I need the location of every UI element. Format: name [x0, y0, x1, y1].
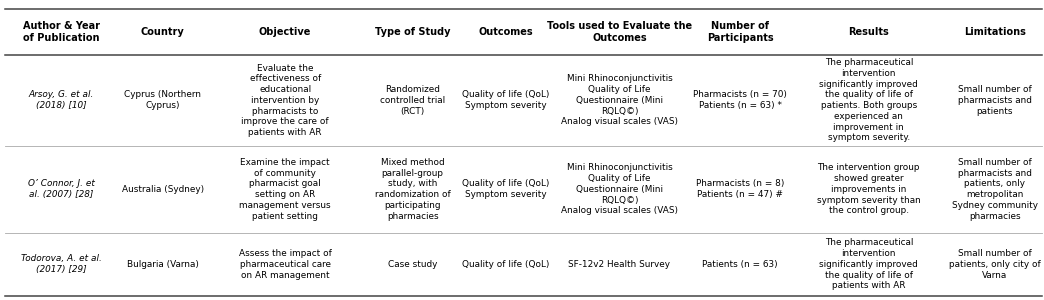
Text: Type of Study: Type of Study: [375, 27, 450, 37]
Text: Country: Country: [141, 27, 185, 37]
Text: Quality of life (QoL): Quality of life (QoL): [462, 260, 549, 269]
Text: Patients (n = 63): Patients (n = 63): [703, 260, 778, 269]
Text: O’ Connor, J. et
al. (2007) [28]: O’ Connor, J. et al. (2007) [28]: [28, 179, 95, 199]
Text: Outcomes: Outcomes: [478, 27, 533, 37]
Text: The intervention group
showed greater
improvements in
symptom severity than
the : The intervention group showed greater im…: [816, 164, 921, 215]
Text: Evaluate the
effectiveness of
educational
intervention by
pharmacists to
improve: Evaluate the effectiveness of educationa…: [241, 64, 329, 137]
Text: Mixed method
parallel-group
study, with
randomization of
participating
pharmacie: Mixed method parallel-group study, with …: [375, 158, 451, 221]
Text: Examine the impact
of community
pharmacist goal
setting on AR
management versus
: Examine the impact of community pharmaci…: [239, 158, 331, 221]
Text: Objective: Objective: [259, 27, 311, 37]
Text: The pharmaceutical
intervention
significantly improved
the quality of life of
pa: The pharmaceutical intervention signific…: [820, 238, 918, 290]
Text: Case study: Case study: [388, 260, 437, 269]
Text: Quality of life (QoL)
Symptom severity: Quality of life (QoL) Symptom severity: [462, 179, 549, 199]
Text: Mini Rhinoconjunctivitis
Quality of Life
Questionnaire (Mini
RQLQ©)
Analog visua: Mini Rhinoconjunctivitis Quality of Life…: [561, 74, 678, 126]
Text: Small number of
pharmacists and
patients: Small number of pharmacists and patients: [957, 85, 1031, 116]
Text: Cyprus (Northern
Cyprus): Cyprus (Northern Cyprus): [124, 90, 201, 110]
Text: Quality of life (QoL)
Symptom severity: Quality of life (QoL) Symptom severity: [462, 90, 549, 110]
Text: Bulgaria (Varna): Bulgaria (Varna): [127, 260, 198, 269]
Text: SF-12v2 Health Survey: SF-12v2 Health Survey: [569, 260, 670, 269]
Text: Number of
Participants: Number of Participants: [707, 21, 774, 43]
Text: Mini Rhinoconjunctivitis
Quality of Life
Questionnaire (Mini
RQLQ©)
Analog visua: Mini Rhinoconjunctivitis Quality of Life…: [561, 164, 678, 215]
Text: Randomized
controlled trial
(RCT): Randomized controlled trial (RCT): [380, 85, 445, 116]
Text: Tools used to Evaluate the
Outcomes: Tools used to Evaluate the Outcomes: [547, 21, 692, 43]
Text: Author & Year
of Publication: Author & Year of Publication: [23, 21, 99, 43]
Text: Small number of
pharmacists and
patients, only
metropolitan
Sydney community
pha: Small number of pharmacists and patients…: [952, 158, 1038, 221]
Text: Limitations: Limitations: [964, 27, 1025, 37]
Text: Pharmacists (n = 8)
Patients (n = 47) #: Pharmacists (n = 8) Patients (n = 47) #: [696, 179, 784, 199]
Text: Small number of
patients, only city of
Varna: Small number of patients, only city of V…: [949, 249, 1041, 280]
Text: Assess the impact of
pharmaceutical care
on AR management: Assess the impact of pharmaceutical care…: [239, 249, 332, 280]
Text: Arsoy, G. et al.
(2018) [10]: Arsoy, G. et al. (2018) [10]: [28, 90, 94, 110]
Text: Pharmacists (n = 70)
Patients (n = 63) *: Pharmacists (n = 70) Patients (n = 63) *: [693, 90, 787, 110]
Text: Todorova, A. et al.
(2017) [29]: Todorova, A. et al. (2017) [29]: [21, 254, 101, 274]
Text: Australia (Sydney): Australia (Sydney): [122, 185, 204, 194]
Text: The pharmaceutical
intervention
significantly improved
the quality of life of
pa: The pharmaceutical intervention signific…: [820, 58, 918, 142]
Text: Results: Results: [849, 27, 889, 37]
